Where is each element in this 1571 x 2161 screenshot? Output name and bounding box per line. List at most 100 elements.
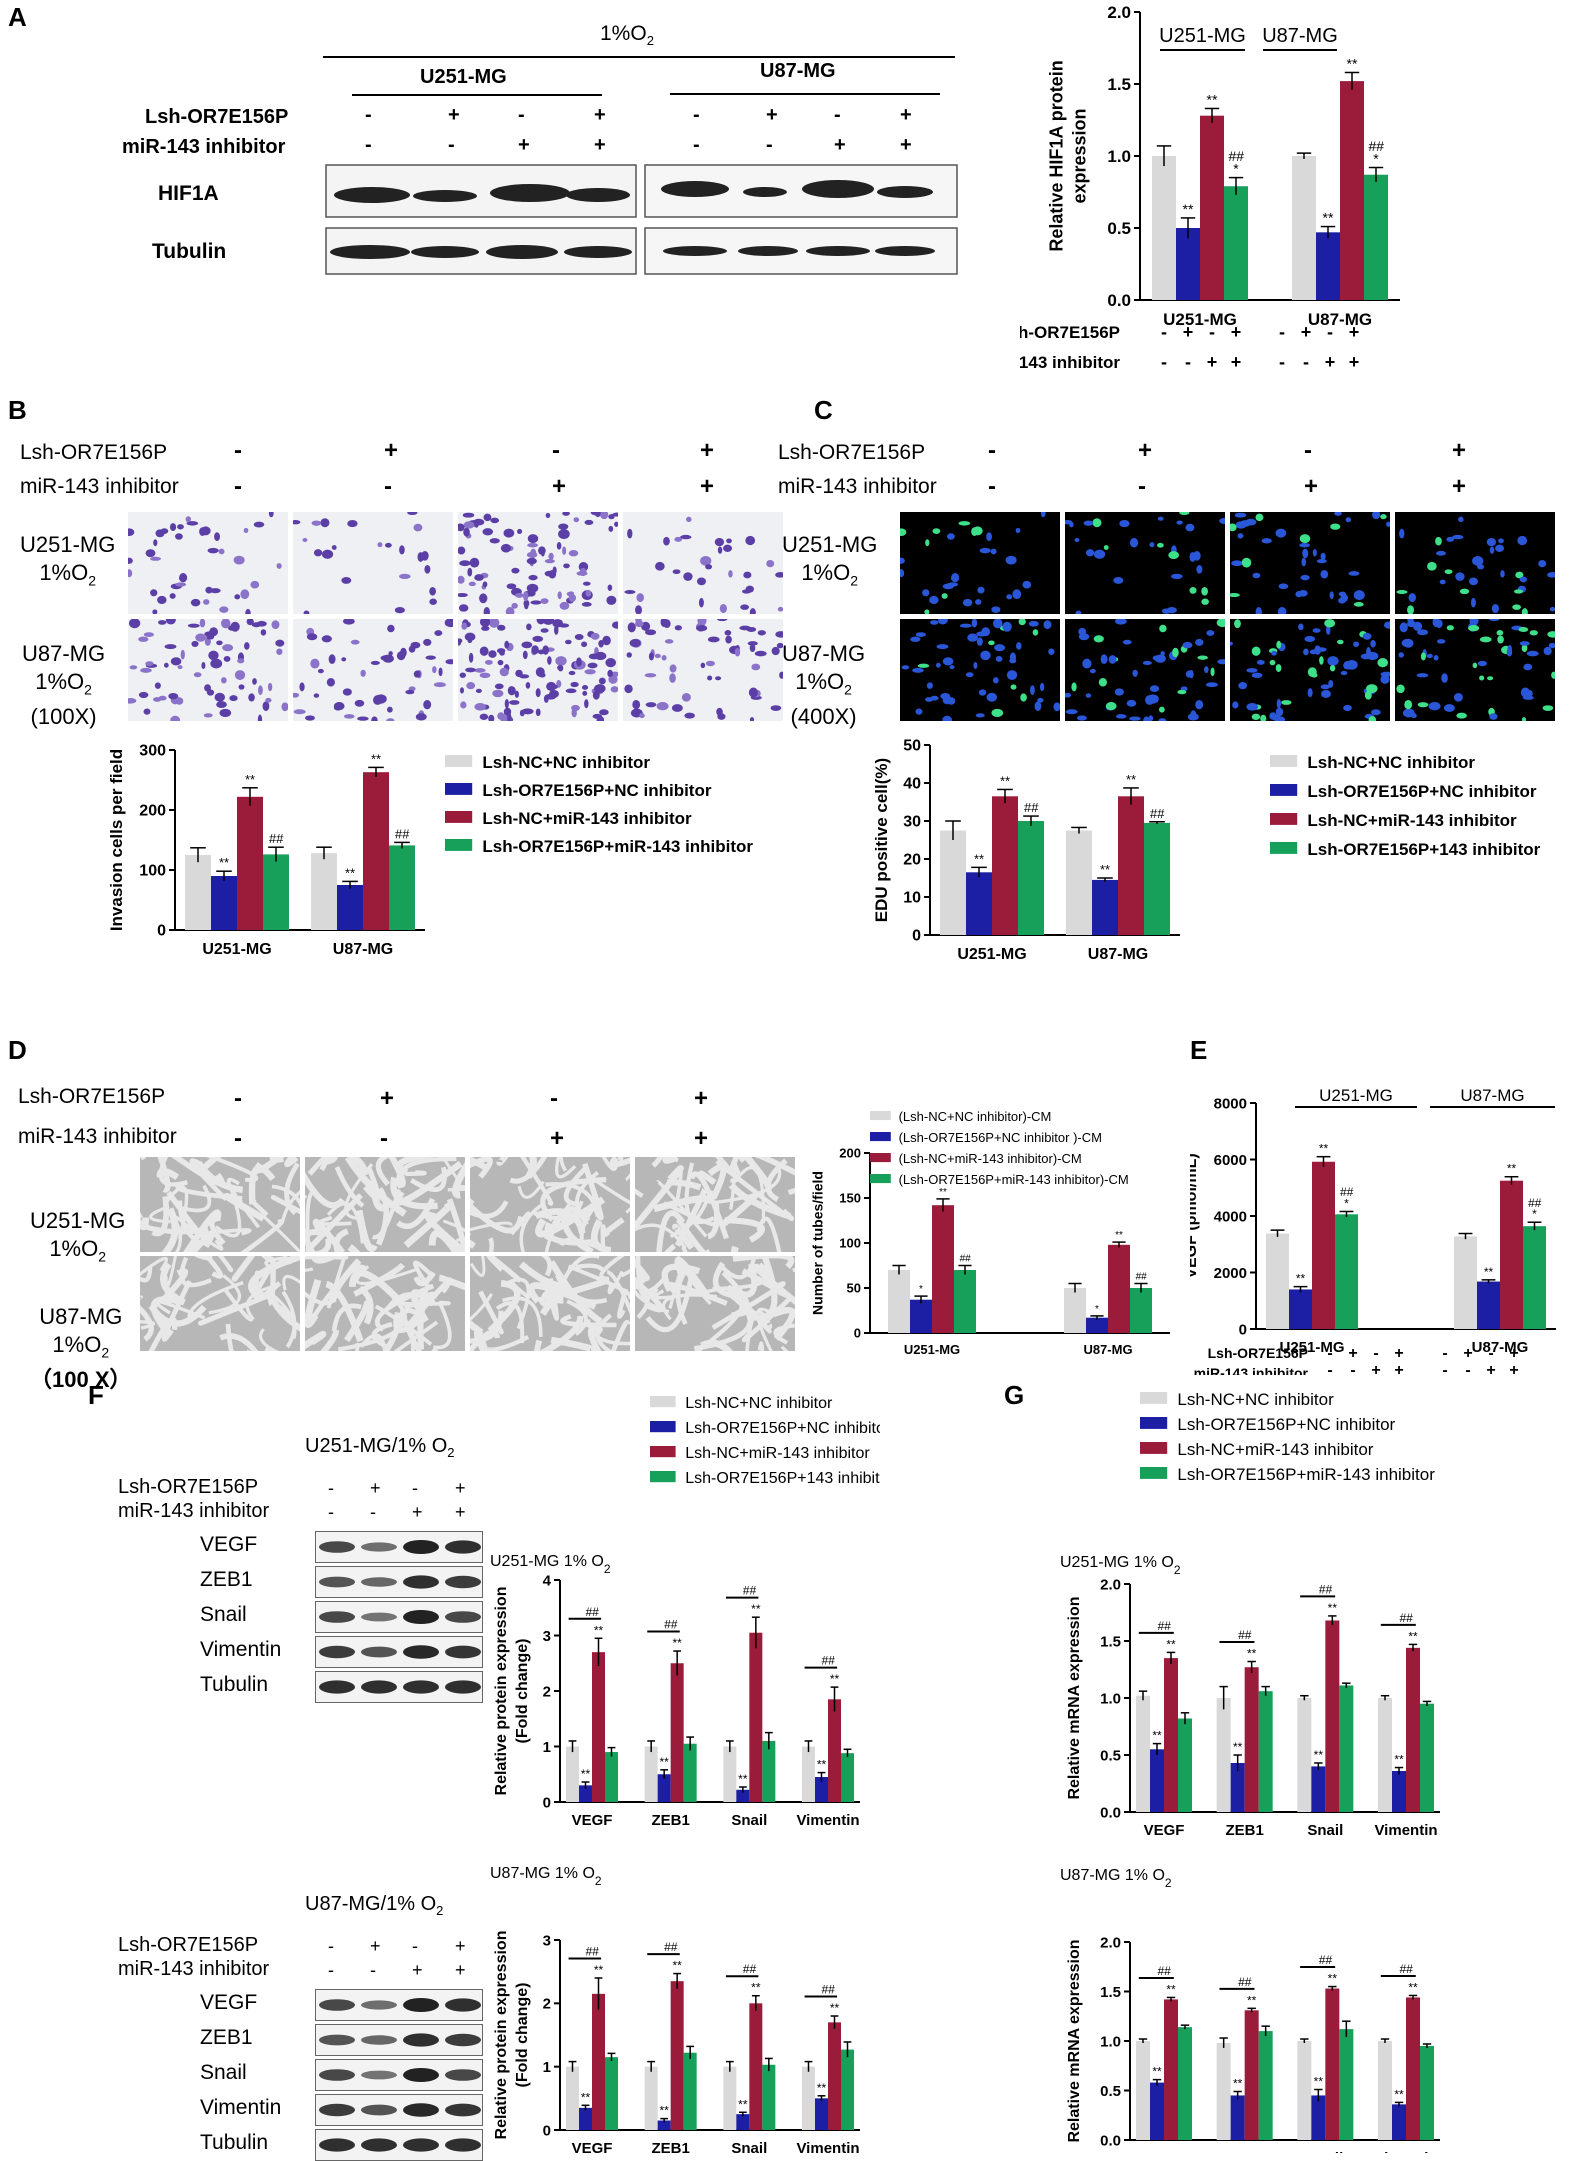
cell — [399, 574, 411, 579]
cell — [1279, 583, 1289, 589]
cell — [1321, 690, 1331, 698]
cell — [976, 713, 985, 717]
significance-mark: ** — [738, 1772, 748, 1786]
cell — [537, 619, 546, 624]
bar — [762, 1741, 775, 1802]
bar — [1406, 1648, 1420, 1812]
legend-swatch — [1140, 1392, 1167, 1404]
cell — [385, 543, 392, 548]
sign-lsh: - — [1442, 1345, 1447, 1362]
cell — [343, 619, 355, 625]
tube-network — [489, 1256, 521, 1281]
inv-image — [293, 619, 453, 721]
cell — [1396, 590, 1407, 594]
cell — [128, 558, 133, 564]
cell — [351, 640, 360, 645]
significance-mark: ** — [672, 1636, 682, 1650]
cell — [1407, 605, 1414, 614]
tube-network — [265, 1349, 298, 1351]
cell — [466, 682, 475, 689]
cell — [938, 619, 948, 625]
legend-swatch — [870, 1174, 891, 1183]
tube-network — [287, 1157, 300, 1164]
blot-band-snail — [315, 2059, 483, 2091]
cell — [747, 627, 757, 632]
cell — [748, 641, 758, 645]
cell — [542, 645, 549, 654]
cell — [726, 538, 732, 543]
bar — [749, 1633, 762, 1802]
cell — [1115, 619, 1127, 625]
legend-swatch — [445, 811, 472, 823]
cell — [1417, 673, 1429, 677]
cell — [582, 685, 588, 690]
significance-mark: ** — [817, 2081, 827, 2095]
cell — [130, 665, 138, 669]
bar — [1312, 1162, 1335, 1329]
bar — [1325, 1620, 1339, 1812]
legend-swatch — [445, 755, 472, 767]
legend-label: Lsh-NC+miR-143 inhibitor — [685, 1445, 870, 1462]
bar — [579, 2108, 592, 2130]
significance-mark: ## — [821, 1983, 835, 1997]
cell — [461, 622, 467, 629]
sign-mir: - — [234, 473, 242, 501]
bar — [1406, 1997, 1420, 2140]
legend-swatch — [870, 1153, 891, 1162]
cell — [1495, 545, 1504, 552]
cell — [1298, 624, 1304, 631]
bar — [1289, 1289, 1312, 1329]
cell — [1480, 637, 1492, 643]
y-tick-label: 10 — [903, 890, 921, 907]
cell — [624, 590, 635, 594]
cell — [1129, 716, 1141, 720]
cell — [581, 642, 587, 648]
cell — [476, 689, 482, 693]
cond-mir-label: miR-143 inhibitor — [1194, 1365, 1309, 1375]
cell — [1543, 705, 1554, 711]
bar — [1150, 2083, 1164, 2140]
cell — [1353, 642, 1359, 648]
bar — [828, 2022, 841, 2130]
significance-mark: ## — [1238, 1975, 1252, 1989]
x-tick-label: U87-MG — [333, 941, 393, 958]
cell — [1016, 528, 1021, 533]
x-tick-label: ZEB1 — [651, 2140, 689, 2153]
cell — [645, 673, 657, 677]
y-tick-label: 3 — [543, 1628, 551, 1645]
significance-mark: ## — [664, 1940, 678, 1954]
cell — [1011, 684, 1017, 689]
sign-lsh: - — [328, 1478, 334, 1499]
cell — [1278, 607, 1287, 614]
legend-label: Lsh-OR7E156P+miR-143 inhibitor — [482, 837, 753, 856]
band-label-vegf: VEGF — [200, 1533, 257, 1557]
legend-label: Lsh-NC+miR-143 inhibitor — [482, 809, 692, 828]
cell — [1113, 577, 1123, 584]
y-tick-label: 1.5 — [1100, 1984, 1121, 2001]
legend-label: Lsh-NC+miR-143 inhibitor — [1307, 811, 1517, 830]
cell — [1195, 639, 1203, 646]
cell — [1104, 545, 1109, 550]
cell — [239, 684, 245, 689]
cell — [460, 701, 466, 708]
cell — [927, 682, 933, 689]
cell — [1234, 619, 1241, 628]
cell — [414, 671, 421, 678]
cell — [186, 516, 191, 522]
cell — [569, 671, 576, 675]
bar — [671, 1663, 684, 1802]
y-tick-label: 1.0 — [1100, 2033, 1121, 2050]
y-tick-label: 1.0 — [1107, 147, 1131, 166]
cell — [1016, 642, 1021, 650]
cell — [662, 655, 667, 661]
significance-mark: ## — [959, 1254, 971, 1265]
y-tick-label: 0 — [854, 1326, 861, 1341]
cell — [511, 603, 517, 609]
cell — [485, 660, 493, 665]
cell — [566, 689, 577, 694]
cell — [1384, 621, 1390, 628]
y-tick-label: 0.0 — [1100, 1804, 1121, 1821]
sign-mir: - — [1279, 352, 1285, 372]
